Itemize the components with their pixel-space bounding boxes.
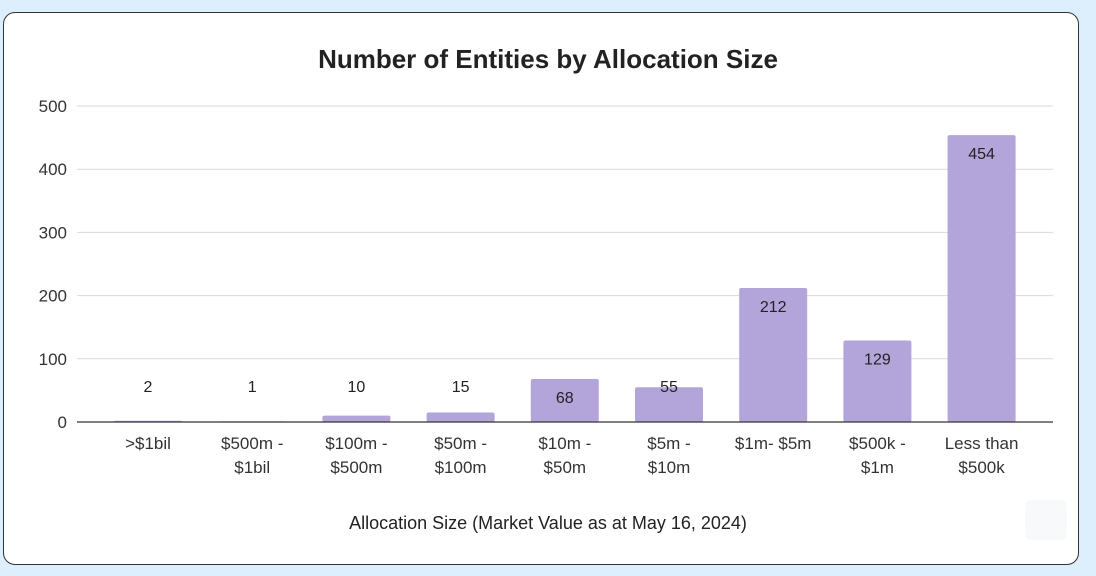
x-tick-label: $50m -	[434, 434, 487, 453]
x-tick-label: $1bil	[234, 458, 270, 477]
y-tick-label: 400	[39, 160, 67, 179]
data-label: 212	[760, 299, 787, 316]
data-label: 2	[144, 379, 153, 396]
x-tick-label: $1m	[861, 458, 894, 477]
data-label: 55	[660, 379, 678, 396]
data-label: 15	[452, 379, 470, 396]
y-tick-label: 300	[39, 223, 67, 242]
data-label: 454	[968, 146, 995, 163]
x-tick-label: >$1bil	[125, 434, 171, 453]
x-tick-label: $500m -	[221, 434, 283, 453]
bar	[843, 340, 912, 422]
x-tick-label: $50m	[544, 458, 587, 477]
x-tick-label: $100m -	[325, 434, 387, 453]
bar	[426, 412, 495, 422]
x-tick-label: $500k	[958, 458, 1005, 477]
y-tick-label: 0	[58, 413, 67, 432]
x-tick-label: $1m- $5m	[735, 434, 812, 453]
x-tick-label: $100m	[435, 458, 487, 477]
x-axis-label: Allocation Size (Market Value as at May …	[349, 513, 747, 533]
x-tick-label: $5m -	[647, 434, 690, 453]
bar	[739, 288, 808, 422]
bar	[530, 379, 599, 422]
y-tick-label: 500	[39, 97, 67, 116]
data-label: 1	[248, 379, 257, 396]
x-tick-label: $500m	[330, 458, 382, 477]
x-tick-label: $10m -	[538, 434, 591, 453]
data-label: 68	[556, 390, 574, 407]
chart-card	[3, 12, 1079, 565]
data-label: 129	[864, 351, 891, 368]
x-tick-label: Less than	[945, 434, 1019, 453]
y-tick-label: 100	[39, 350, 67, 369]
x-tick-label: $10m	[648, 458, 691, 477]
bar	[947, 135, 1016, 422]
data-label: 10	[348, 379, 366, 396]
chart-title: Number of Entities by Allocation Size	[318, 44, 778, 74]
bar	[635, 387, 703, 422]
corner-widget	[1025, 500, 1067, 540]
y-tick-label: 200	[39, 287, 67, 306]
bar	[322, 415, 391, 422]
x-tick-label: $500k -	[849, 434, 906, 453]
